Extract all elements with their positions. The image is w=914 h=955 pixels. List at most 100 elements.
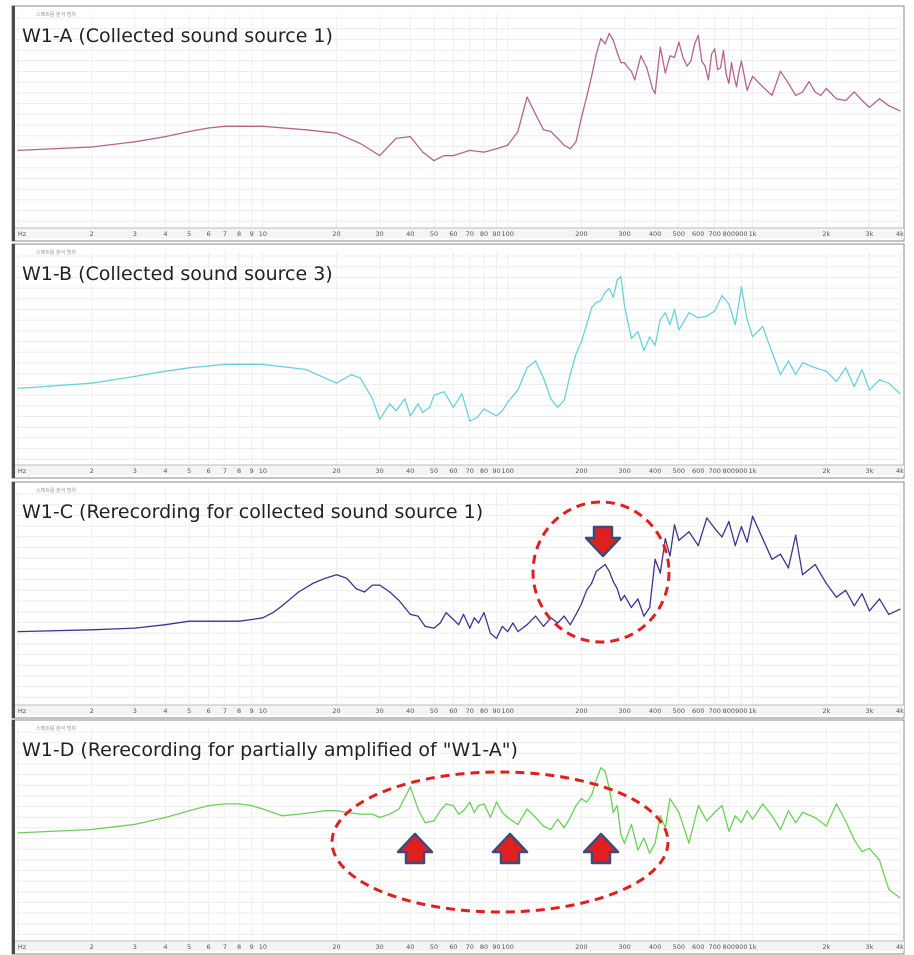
data-point [899, 110, 901, 112]
data-point [439, 810, 441, 812]
x-tick-label: 1k [749, 707, 757, 715]
data-point [458, 813, 460, 815]
x-tick-label: 9 [250, 230, 254, 238]
data-point [281, 605, 283, 607]
x-tick-label: 2k [822, 467, 830, 475]
data-point [563, 399, 565, 401]
data-point [825, 370, 827, 372]
data-point [728, 520, 730, 523]
data-point [899, 897, 901, 899]
data-point [623, 62, 626, 64]
data-point [835, 596, 838, 598]
data-point [608, 570, 610, 573]
data-point [623, 842, 626, 844]
data-point [694, 43, 696, 45]
data-point [262, 363, 264, 365]
data-point [535, 360, 537, 362]
data-point [808, 81, 810, 83]
data-point [17, 387, 19, 389]
data-point [445, 612, 447, 614]
x-tick-label: 60 [449, 467, 457, 475]
data-point [616, 805, 618, 807]
data-point [395, 137, 397, 139]
data-point [835, 803, 838, 805]
x-tick-label: 400 [649, 467, 661, 475]
data-point [586, 324, 588, 326]
data-point [312, 811, 314, 814]
data-point [802, 811, 804, 814]
data-point [802, 574, 804, 576]
data-point [651, 87, 654, 90]
x-tick-label: 8 [237, 943, 241, 951]
highlight-dashed-ellipse [531, 500, 671, 644]
x-tick-label: 7 [223, 943, 227, 951]
data-point [557, 137, 559, 139]
x-tick-label: 800 [723, 943, 735, 951]
spectrum-panel-1: Hz 2 3 4 5 6 7 8 9 10 20 30 40 50 60 70 80 90 100 200 300 400… [11, 5, 905, 242]
data-point [452, 155, 454, 157]
x-tick-label: 90 [492, 467, 500, 475]
x-tick-label: 5 [187, 230, 191, 238]
data-point [575, 353, 577, 355]
x-tick-label: 2 [90, 707, 94, 715]
data-point [740, 526, 743, 528]
x-tick-label: 7 [223, 230, 227, 238]
data-point [762, 325, 764, 328]
data-point [580, 117, 583, 119]
x-tick-label: 800 [723, 467, 735, 475]
data-point [746, 810, 748, 812]
data-point [404, 398, 406, 400]
x-tick-label: 800 [723, 230, 735, 238]
x-tick-label: 500 [673, 230, 685, 238]
x-tick-label: 4 [163, 467, 167, 475]
x-tick-label: 9 [250, 943, 254, 951]
data-point [379, 418, 381, 420]
data-point [262, 617, 264, 619]
data-point [483, 803, 485, 805]
x-tick-label: 10 [259, 707, 267, 715]
data-point [224, 363, 226, 365]
data-point [853, 91, 855, 93]
data-point [643, 837, 645, 839]
x-tick-label: 30 [376, 467, 384, 475]
data-point [389, 813, 391, 815]
x-tick-label: 400 [649, 943, 661, 951]
data-point [207, 365, 210, 367]
x-tick-label: 300 [618, 943, 630, 951]
data-point [473, 617, 475, 619]
data-point [878, 98, 881, 100]
data-point [717, 69, 719, 71]
x-tick-label: 6 [206, 467, 210, 475]
x-tick-label: 4 [163, 707, 167, 715]
data-point [563, 144, 565, 146]
x-tick-label: 5 [187, 707, 191, 715]
data-point [825, 825, 827, 827]
data-point [575, 805, 577, 807]
data-point [188, 130, 190, 133]
data-point [452, 618, 454, 621]
data-point [627, 67, 629, 69]
data-point [535, 113, 537, 115]
data-point [630, 70, 633, 72]
data-point [868, 106, 871, 108]
data-point [164, 624, 166, 626]
data-point [888, 105, 890, 107]
data-point [771, 558, 773, 560]
x-tick-label: 70 [466, 943, 474, 951]
data-point [664, 538, 666, 540]
data-point [207, 127, 210, 129]
data-point [752, 515, 754, 517]
x-tick-label: 400 [649, 230, 661, 238]
panel-title: W1-B (Collected sound source 3) [22, 263, 333, 285]
data-point [469, 420, 471, 422]
data-point [424, 822, 426, 824]
data-point [678, 329, 680, 331]
data-point [469, 801, 471, 803]
data-point [501, 625, 503, 628]
data-point [17, 631, 19, 633]
data-point [398, 600, 400, 602]
data-point [779, 374, 782, 376]
data-point [740, 286, 743, 288]
data-point [224, 620, 226, 622]
data-point [686, 65, 688, 67]
